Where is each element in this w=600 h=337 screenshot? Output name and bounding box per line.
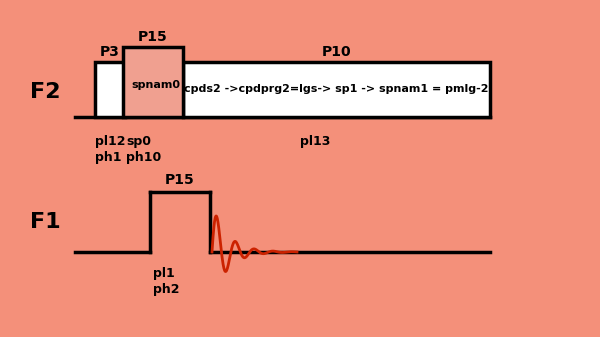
Text: ph2: ph2 [153,283,179,296]
Text: spnam0: spnam0 [131,81,181,91]
Bar [95,62,125,117]
Text: F2: F2 [30,82,61,102]
Text: ph10: ph10 [126,151,161,164]
Bar [123,47,183,117]
Text: P10: P10 [322,45,352,59]
Text: P3: P3 [100,45,120,59]
Text: cpds2 ->cpdprg2=lgs-> sp1 -> spnam1 = pmlg-2: cpds2 ->cpdprg2=lgs-> sp1 -> spnam1 = pm… [184,85,489,94]
Bar [183,62,490,117]
Text: ph1: ph1 [95,151,121,164]
Text: sp0: sp0 [126,135,151,148]
Text: P15: P15 [165,173,195,187]
Text: P15: P15 [138,30,168,44]
Text: pl12: pl12 [95,135,125,148]
Text: pl13: pl13 [299,135,330,148]
Text: F1: F1 [30,212,61,232]
Text: pl1: pl1 [153,267,175,280]
